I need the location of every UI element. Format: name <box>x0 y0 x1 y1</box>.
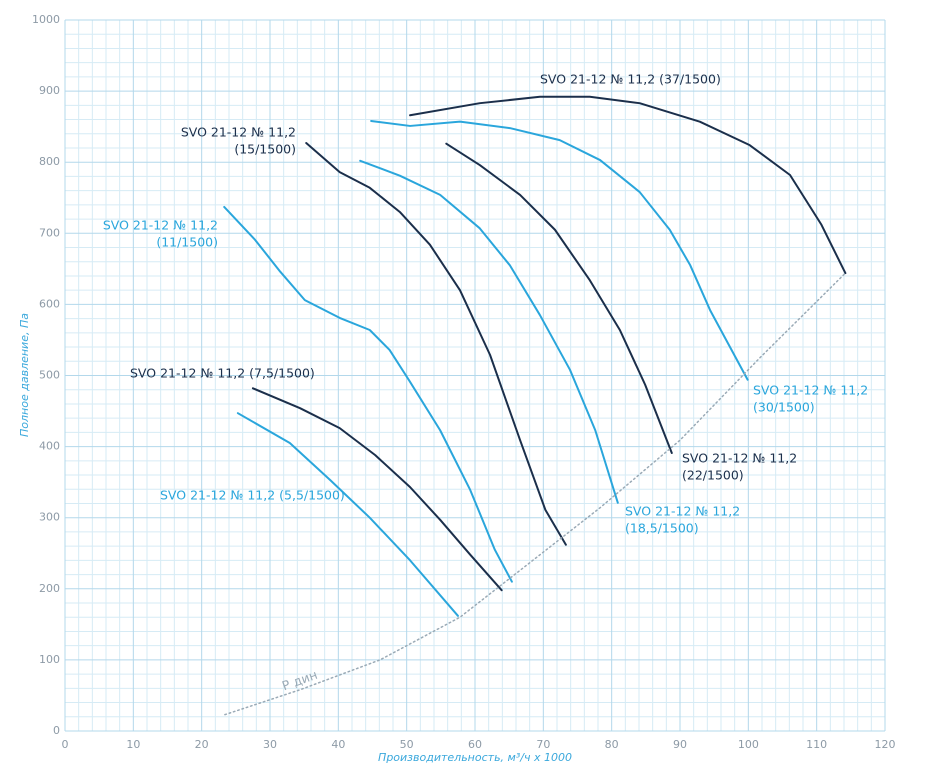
x-tick-label: 110 <box>806 738 827 751</box>
y-tick-label: 300 <box>39 511 60 524</box>
series-label: SVO 21-12 № 11,2 <box>682 451 797 466</box>
series-label: (18,5/1500) <box>625 521 699 536</box>
y-tick-label: 1000 <box>32 13 60 26</box>
x-tick-label: 20 <box>195 738 209 751</box>
x-tick-label: 80 <box>605 738 619 751</box>
series-label: P дин <box>280 667 319 694</box>
x-tick-label: 0 <box>62 738 69 751</box>
series-line <box>251 387 503 592</box>
series-label: (30/1500) <box>753 400 815 415</box>
y-axis-label: Полное давление, Па <box>18 313 31 437</box>
series-line <box>223 205 513 583</box>
y-tick-label: 600 <box>39 297 60 310</box>
series-label: (22/1500) <box>682 468 744 483</box>
y-tick-label: 200 <box>39 582 60 595</box>
series-label: SVO 21-12 № 11,2 (5,5/1500) <box>160 488 345 503</box>
series-label: (11/1500) <box>156 235 218 250</box>
y-tick-label: 500 <box>39 369 60 382</box>
x-tick-label: 30 <box>263 738 277 751</box>
x-tick-label: 120 <box>875 738 896 751</box>
x-tick-label: 10 <box>126 738 140 751</box>
x-tick-label: 90 <box>673 738 687 751</box>
series-line <box>359 159 619 504</box>
y-tick-label: 800 <box>39 155 60 168</box>
y-tick-label: 100 <box>39 653 60 666</box>
series-line <box>445 142 673 454</box>
x-tick-label: 50 <box>400 738 414 751</box>
series-line <box>305 142 567 546</box>
series-label: SVO 21-12 № 11,2 <box>625 504 740 519</box>
series-label: SVO 21-12 № 11,2 (7,5/1500) <box>130 366 315 381</box>
series-line <box>236 412 459 617</box>
y-tick-label: 0 <box>53 724 60 737</box>
series-label: SVO 21-12 № 11,2 <box>181 125 296 140</box>
x-tick-label: 60 <box>468 738 482 751</box>
y-tick-label: 700 <box>39 226 60 239</box>
series-label: SVO 21-12 № 11,2 (37/1500) <box>540 72 721 87</box>
y-tick-label: 400 <box>39 440 60 453</box>
x-axis-label: Производительность, м³/ч x 1000 <box>378 751 572 764</box>
series-label: (15/1500) <box>234 142 296 157</box>
y-tick-label: 900 <box>39 84 60 97</box>
series-line <box>370 119 749 381</box>
dynamic-pressure-line <box>224 272 847 716</box>
series-label: SVO 21-12 № 11,2 <box>753 383 868 398</box>
x-tick-label: 70 <box>536 738 550 751</box>
series-line <box>409 95 847 275</box>
x-tick-label: 40 <box>331 738 345 751</box>
x-tick-label: 100 <box>738 738 759 751</box>
series-label: SVO 21-12 № 11,2 <box>103 218 218 233</box>
